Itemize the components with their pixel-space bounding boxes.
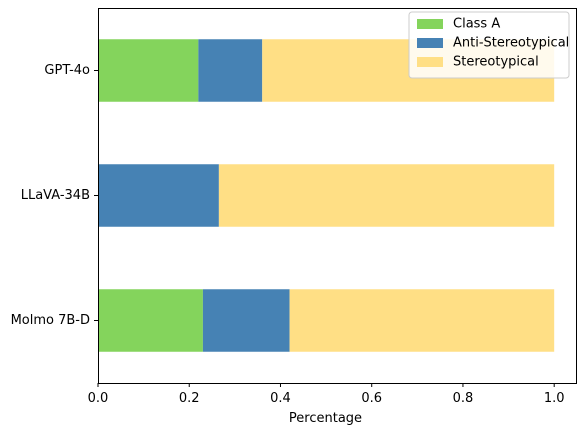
legend-label: Class A	[453, 17, 500, 32]
bar-group	[98, 39, 555, 352]
legend-box	[408, 11, 570, 79]
x-tick-label: 0.2	[179, 391, 200, 406]
x-tick-label: 0.4	[270, 391, 291, 406]
legend-swatch	[417, 57, 443, 67]
legend-swatch	[417, 38, 443, 48]
x-tick-label: 0.8	[453, 391, 474, 406]
legend-swatch	[417, 19, 443, 29]
x-axis-ticks: 0.0 0.2 0.4 0.6 0.8 1.0	[88, 383, 565, 406]
x-axis-label: Percentage	[289, 411, 362, 426]
legend: Class A Anti-Stereotypical Stereotypical	[408, 11, 570, 79]
y-tick-label: Molmo 7B-D	[11, 313, 90, 328]
y-axis-ticks: GPT-4o LLaVA-34B Molmo 7B-D	[11, 63, 98, 328]
x-tick-label: 0.0	[88, 391, 109, 406]
legend-label: Stereotypical	[453, 55, 539, 70]
bar-anti-stereotypical-1	[98, 164, 219, 227]
x-tick-label: 1.0	[544, 391, 565, 406]
bar-stereotypical-1	[218, 164, 555, 227]
bar-anti-stereotypical-2	[202, 289, 290, 352]
bar-class-a-0	[98, 39, 199, 102]
bar-stereotypical-2	[289, 289, 555, 352]
legend-label: Anti-Stereotypical	[453, 36, 569, 51]
x-tick-label: 0.6	[361, 391, 382, 406]
bar-class-a-2	[98, 289, 203, 352]
y-tick-label: GPT-4o	[44, 63, 90, 78]
y-tick-label: LLaVA-34B	[21, 188, 90, 203]
bar-anti-stereotypical-0	[198, 39, 263, 102]
